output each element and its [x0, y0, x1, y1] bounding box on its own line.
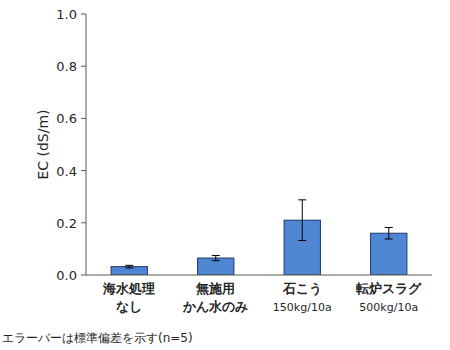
y-tick — [81, 275, 86, 276]
bar — [371, 233, 407, 275]
bars — [111, 200, 407, 275]
x-tick-label: 転炉スラグ500kg/10a — [355, 281, 422, 314]
annotation: エラーバーは標準偏差を示す(n=5) — [2, 331, 193, 345]
y-tick — [81, 170, 86, 171]
x-tick-label: 海水処理なし — [102, 281, 155, 314]
y-tick — [81, 66, 86, 67]
bar — [198, 258, 234, 275]
x-tick-label: 石こう150kg/10a — [273, 281, 332, 314]
y-tick-label: 1.0 — [56, 7, 77, 22]
error-bar — [298, 200, 306, 241]
y-tick — [81, 14, 86, 15]
y-tick — [81, 118, 86, 119]
error-bar — [385, 227, 393, 238]
error-bar — [212, 255, 220, 260]
y-tick-label: 0.4 — [56, 164, 77, 179]
bar — [111, 267, 147, 275]
x-axis-line — [86, 275, 432, 276]
chart-svg: 0.0 0.2 0.4 0.6 0.8 1.0 海水処理なし無施用かん水のみ石こう150kg… — [0, 0, 450, 350]
y-axis-label: EC (dS/m) — [35, 109, 51, 179]
y-tick — [81, 222, 86, 223]
y-tick-label: 0.8 — [56, 59, 77, 74]
y-axis-line — [86, 14, 87, 275]
y-tick-label: 0.6 — [56, 111, 77, 126]
error-bar — [125, 265, 133, 268]
x-tick-label: 無施用かん水のみ — [182, 281, 248, 314]
y-tick-label: 0.0 — [56, 268, 77, 283]
chart-container: 0.0 0.2 0.4 0.6 0.8 1.0 海水処理なし無施用かん水のみ石こう150kg… — [0, 0, 450, 350]
y-tick-label: 0.2 — [56, 216, 77, 231]
